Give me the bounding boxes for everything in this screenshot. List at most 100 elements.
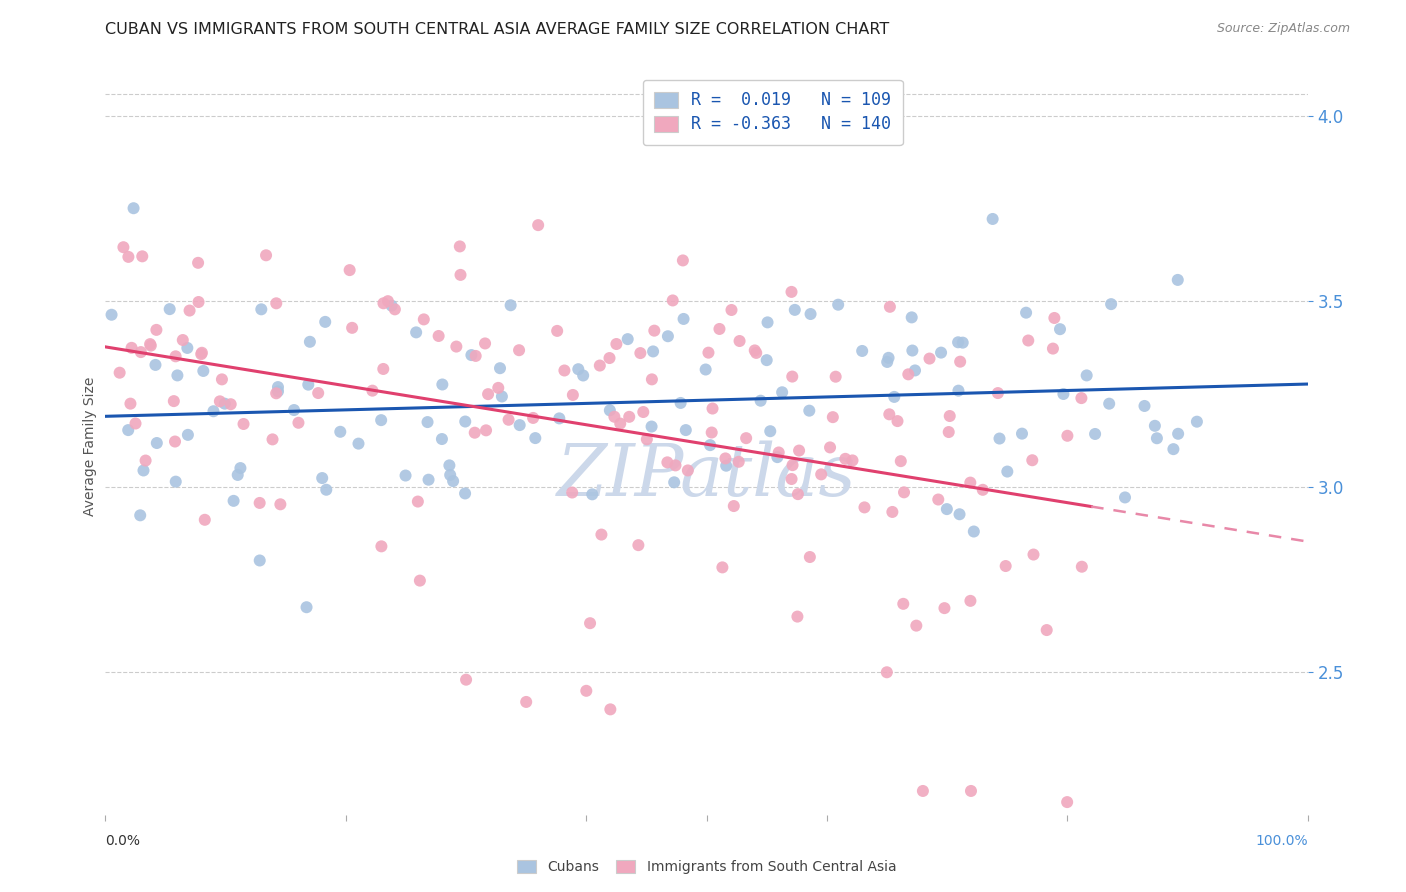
Point	[882, 505, 904, 519]
Point	[439, 458, 461, 473]
Text: ZIPatlas: ZIPatlas	[557, 441, 856, 511]
Point	[605, 337, 627, 351]
Point	[641, 372, 664, 386]
Point	[636, 432, 658, 446]
Point	[283, 403, 305, 417]
Point	[1022, 548, 1045, 562]
Point	[131, 249, 153, 263]
Point	[177, 428, 200, 442]
Point	[876, 665, 898, 680]
Text: 0.0%: 0.0%	[105, 834, 141, 848]
Point	[720, 303, 742, 318]
Point	[672, 253, 695, 268]
Point	[214, 397, 236, 411]
Point	[297, 377, 319, 392]
Point	[373, 362, 395, 376]
Point	[524, 431, 547, 445]
Point	[756, 315, 779, 329]
Point	[370, 413, 392, 427]
Point	[202, 404, 225, 418]
Point	[616, 332, 638, 346]
Point	[454, 486, 477, 500]
Point	[548, 411, 571, 425]
Point	[841, 453, 863, 467]
Point	[193, 364, 215, 378]
Point	[430, 432, 453, 446]
Point	[853, 500, 876, 515]
Point	[117, 250, 139, 264]
Point	[628, 346, 651, 360]
Point	[515, 695, 537, 709]
Point	[759, 424, 782, 438]
Point	[1070, 559, 1092, 574]
Point	[891, 597, 914, 611]
Point	[591, 527, 613, 541]
Point	[1167, 273, 1189, 287]
Point	[129, 345, 152, 359]
Point	[787, 443, 810, 458]
Point	[1043, 310, 1066, 325]
Point	[1042, 342, 1064, 356]
Point	[579, 616, 602, 631]
Point	[370, 539, 392, 553]
Point	[267, 380, 290, 394]
Point	[783, 302, 806, 317]
Point	[347, 436, 370, 450]
Point	[934, 601, 956, 615]
Point	[960, 784, 983, 798]
Point	[165, 349, 187, 363]
Point	[139, 338, 162, 352]
Point	[1052, 387, 1074, 401]
Point	[664, 458, 686, 473]
Point	[307, 386, 329, 401]
Point	[661, 293, 683, 308]
Point	[987, 386, 1010, 401]
Point	[1163, 442, 1185, 457]
Point	[770, 385, 793, 400]
Point	[1011, 426, 1033, 441]
Point	[727, 455, 749, 469]
Point	[780, 472, 803, 486]
Point	[952, 335, 974, 350]
Point	[250, 302, 273, 317]
Point	[474, 336, 496, 351]
Point	[995, 465, 1018, 479]
Point	[187, 295, 209, 310]
Point	[454, 673, 477, 687]
Point	[176, 341, 198, 355]
Point	[834, 451, 856, 466]
Point	[890, 454, 912, 468]
Point	[988, 432, 1011, 446]
Point	[460, 348, 482, 362]
Point	[361, 384, 384, 398]
Point	[675, 423, 697, 437]
Point	[633, 405, 655, 419]
Point	[911, 784, 934, 798]
Point	[489, 361, 512, 376]
Point	[112, 240, 135, 254]
Point	[963, 524, 986, 539]
Point	[139, 337, 162, 351]
Point	[938, 409, 960, 423]
Point	[603, 409, 626, 424]
Point	[948, 508, 970, 522]
Point	[208, 394, 231, 409]
Point	[744, 343, 766, 358]
Point	[1099, 297, 1122, 311]
Point	[191, 345, 214, 359]
Point	[373, 296, 395, 310]
Point	[780, 369, 803, 384]
Point	[900, 310, 922, 325]
Point	[553, 363, 575, 377]
Point	[851, 343, 873, 358]
Point	[1015, 306, 1038, 320]
Point	[508, 343, 530, 358]
Point	[897, 368, 920, 382]
Point	[219, 397, 242, 411]
Point	[782, 458, 804, 472]
Point	[723, 499, 745, 513]
Point	[699, 438, 721, 452]
Point	[561, 485, 583, 500]
Point	[1049, 322, 1071, 336]
Point	[946, 335, 969, 350]
